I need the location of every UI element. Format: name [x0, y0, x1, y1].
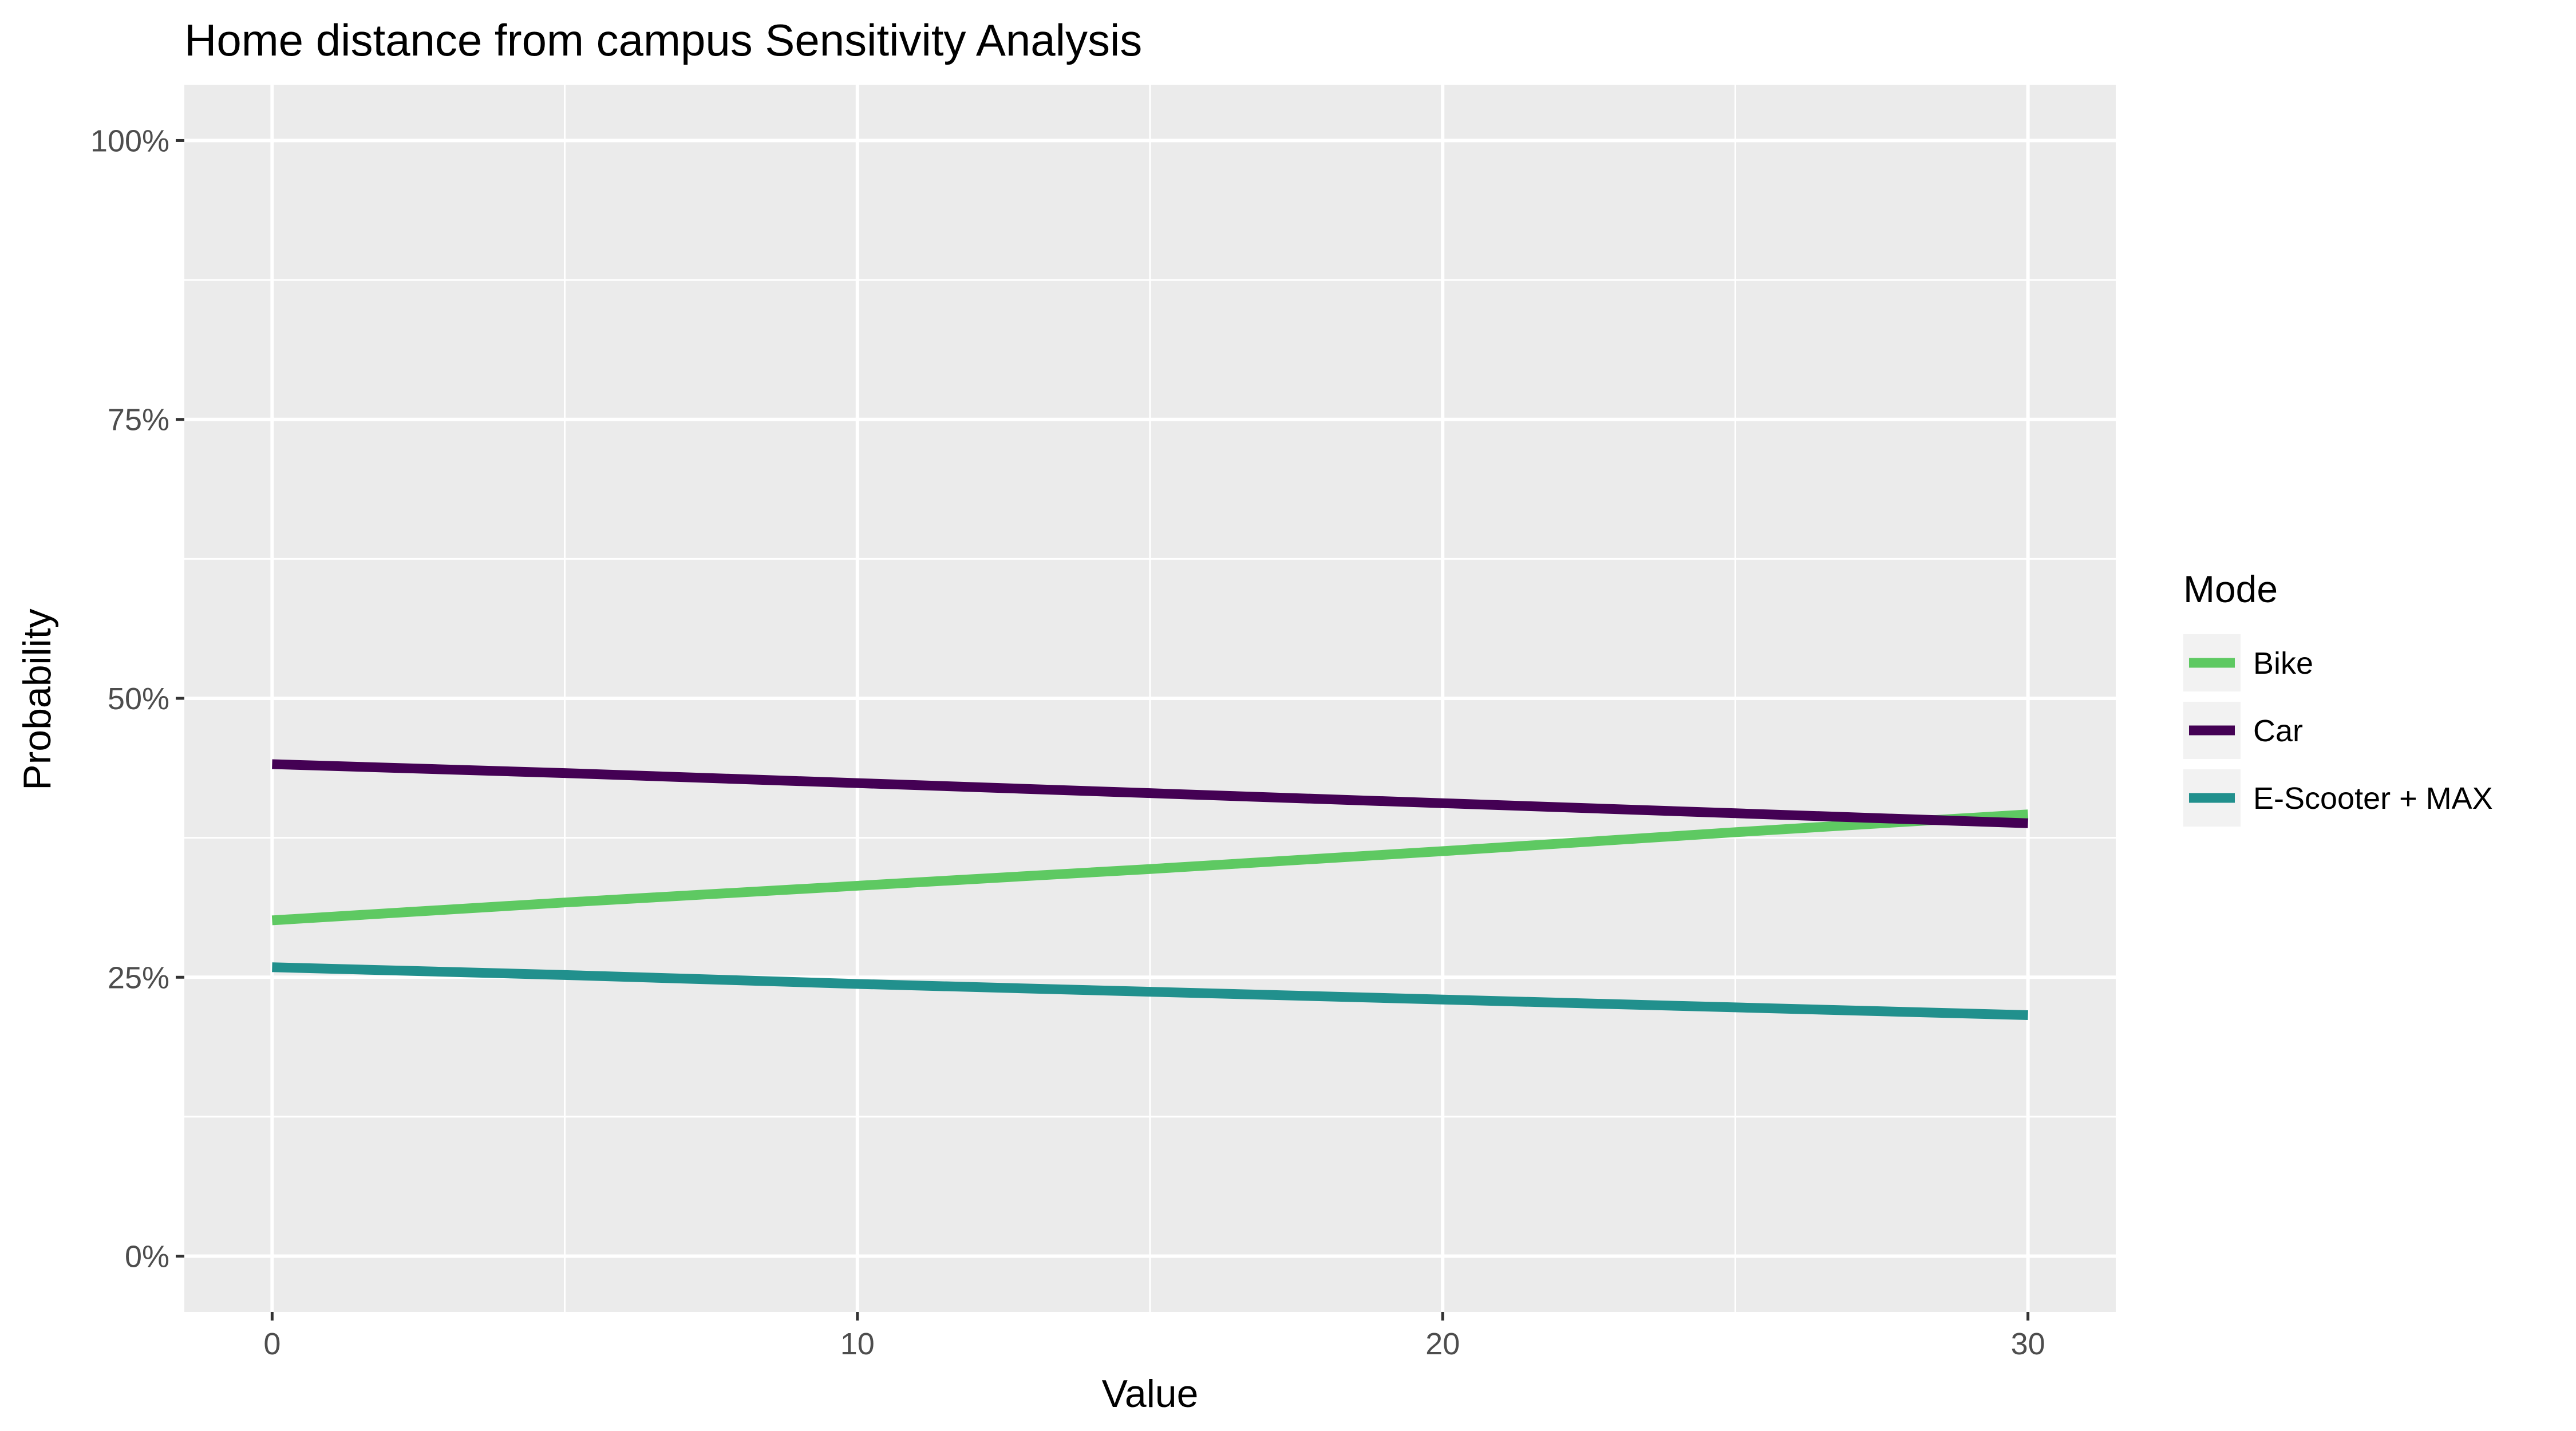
legend-title: Mode: [2183, 568, 2278, 610]
x-tick-label: 0: [263, 1327, 280, 1361]
y-tick-label: 50%: [108, 682, 169, 716]
legend-label-car: Car: [2253, 714, 2303, 748]
legend: Mode Bike Car E-Scooter + MAX: [2183, 568, 2493, 827]
axis-ticks: [176, 139, 2030, 1321]
series-lines: [271, 759, 2029, 1021]
y-axis-title: Probability: [15, 608, 59, 790]
x-tick-labels: 0 10 20 30: [263, 1327, 2045, 1361]
series-line-bike: [271, 809, 2029, 926]
x-tick-label: 10: [840, 1327, 875, 1361]
x-tick-label: 20: [1425, 1327, 1460, 1361]
y-tick-label: 75%: [108, 403, 169, 437]
x-axis-title: Value: [1102, 1372, 1199, 1416]
y-tick-labels: 0% 25% 50% 75% 100%: [90, 124, 169, 1274]
y-tick-label: 25%: [108, 960, 169, 995]
legend-label-e-scooter-max: E-Scooter + MAX: [2253, 781, 2493, 816]
series-line-e-scooter-max: [272, 962, 2028, 1021]
y-tick-label: 100%: [90, 124, 169, 158]
legend-items: Bike Car E-Scooter + MAX: [2183, 634, 2493, 827]
series-line-car: [272, 759, 2028, 828]
chart-title: Home distance from campus Sensitivity An…: [184, 15, 1142, 65]
y-tick-label: 0%: [125, 1240, 169, 1274]
legend-label-bike: Bike: [2253, 646, 2313, 681]
x-tick-label: 30: [2011, 1327, 2045, 1361]
grid-major: [184, 85, 2116, 1312]
